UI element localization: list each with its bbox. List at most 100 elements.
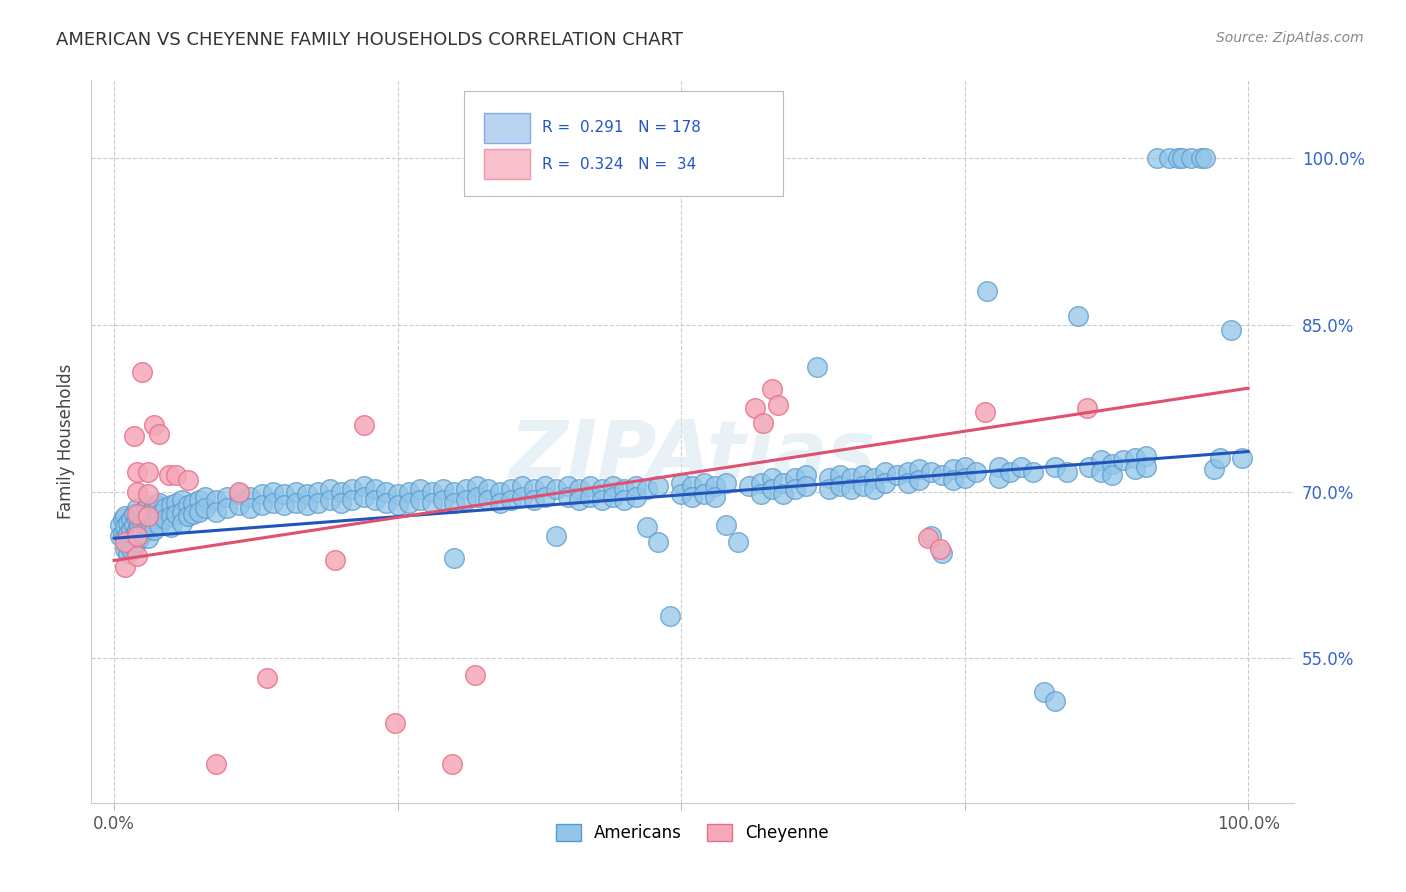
Point [1171, 151, 1194, 165]
Point [228, 484, 250, 499]
Point [1101, 467, 1123, 482]
Point [125, 501, 148, 516]
FancyBboxPatch shape [464, 91, 783, 196]
Point [124, 540, 146, 554]
Point [658, 609, 681, 624]
Point [591, 483, 613, 497]
Point [761, 483, 783, 497]
Point [693, 475, 716, 490]
Point [647, 479, 669, 493]
Point [1067, 309, 1090, 323]
Point [1078, 460, 1101, 475]
Point [591, 493, 613, 508]
Point [205, 756, 228, 771]
Point [875, 465, 897, 479]
Point [704, 479, 727, 493]
Point [749, 475, 772, 490]
Point [1033, 684, 1056, 698]
Point [120, 542, 142, 557]
Point [669, 487, 692, 501]
Point [1204, 462, 1226, 476]
Point [931, 467, 953, 482]
Point [432, 493, 454, 508]
Point [194, 490, 217, 504]
Point [1189, 151, 1212, 165]
Text: Source: ZipAtlas.com: Source: ZipAtlas.com [1216, 31, 1364, 45]
Point [579, 490, 602, 504]
Point [432, 483, 454, 497]
Point [1090, 465, 1112, 479]
Point [1180, 151, 1202, 165]
Point [329, 496, 352, 510]
Point [114, 520, 136, 534]
Point [172, 505, 194, 519]
Point [307, 496, 329, 510]
Point [112, 526, 135, 541]
Point [1056, 465, 1078, 479]
Point [499, 493, 522, 508]
Text: AMERICAN VS CHEYENNE FAMILY HOUSEHOLDS CORRELATION CHART: AMERICAN VS CHEYENNE FAMILY HOUSEHOLDS C… [56, 31, 683, 49]
Point [942, 474, 965, 488]
Point [165, 507, 187, 521]
Point [112, 512, 135, 526]
Point [440, 756, 463, 771]
Point [987, 460, 1010, 475]
Point [125, 529, 148, 543]
Point [256, 671, 278, 685]
Point [512, 490, 534, 504]
Point [464, 668, 486, 682]
Point [613, 493, 636, 508]
Point [752, 416, 775, 430]
Point [1010, 460, 1032, 475]
Point [205, 505, 228, 519]
Point [135, 524, 157, 538]
Point [239, 501, 262, 516]
Point [828, 467, 851, 482]
Point [353, 490, 375, 504]
Point [117, 516, 139, 530]
Point [284, 496, 307, 510]
Point [136, 508, 159, 523]
Point [1021, 465, 1043, 479]
Point [125, 507, 148, 521]
Point [114, 560, 136, 574]
Point [135, 512, 157, 526]
Point [931, 546, 953, 560]
Point [806, 360, 828, 375]
Point [262, 484, 284, 499]
Point [228, 487, 250, 501]
Point [716, 475, 738, 490]
Point [1209, 451, 1232, 466]
Point [135, 501, 157, 516]
Point [976, 285, 998, 299]
Point [1076, 401, 1098, 416]
Point [761, 471, 783, 485]
Point [142, 417, 165, 432]
Point [1045, 693, 1067, 707]
Point [142, 524, 165, 538]
Point [409, 483, 432, 497]
Point [920, 529, 942, 543]
Point [409, 493, 432, 508]
Point [420, 496, 443, 510]
Point [863, 483, 886, 497]
Point [125, 512, 148, 526]
Point [114, 508, 136, 523]
Point [153, 512, 176, 526]
Text: R =  0.291   N = 178: R = 0.291 N = 178 [543, 120, 702, 136]
Point [875, 475, 897, 490]
Point [817, 471, 839, 485]
Point [602, 490, 624, 504]
Point [172, 493, 194, 508]
Point [165, 467, 187, 482]
Point [142, 501, 165, 516]
Point [177, 498, 200, 512]
Point [443, 496, 465, 510]
Point [148, 496, 170, 510]
Point [141, 505, 163, 519]
Point [295, 498, 318, 512]
Point [681, 490, 703, 504]
Point [262, 496, 284, 510]
Point [148, 507, 170, 521]
Point [124, 507, 146, 521]
